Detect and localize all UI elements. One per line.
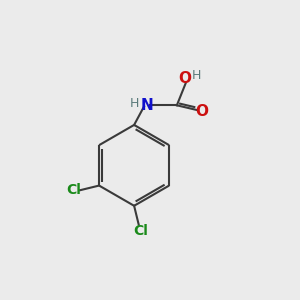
Text: H: H xyxy=(192,69,201,82)
Text: Cl: Cl xyxy=(134,224,148,238)
Text: O: O xyxy=(195,103,208,118)
Text: N: N xyxy=(140,98,153,113)
Text: H: H xyxy=(129,97,139,110)
Text: O: O xyxy=(178,70,191,86)
Text: Cl: Cl xyxy=(67,183,82,197)
